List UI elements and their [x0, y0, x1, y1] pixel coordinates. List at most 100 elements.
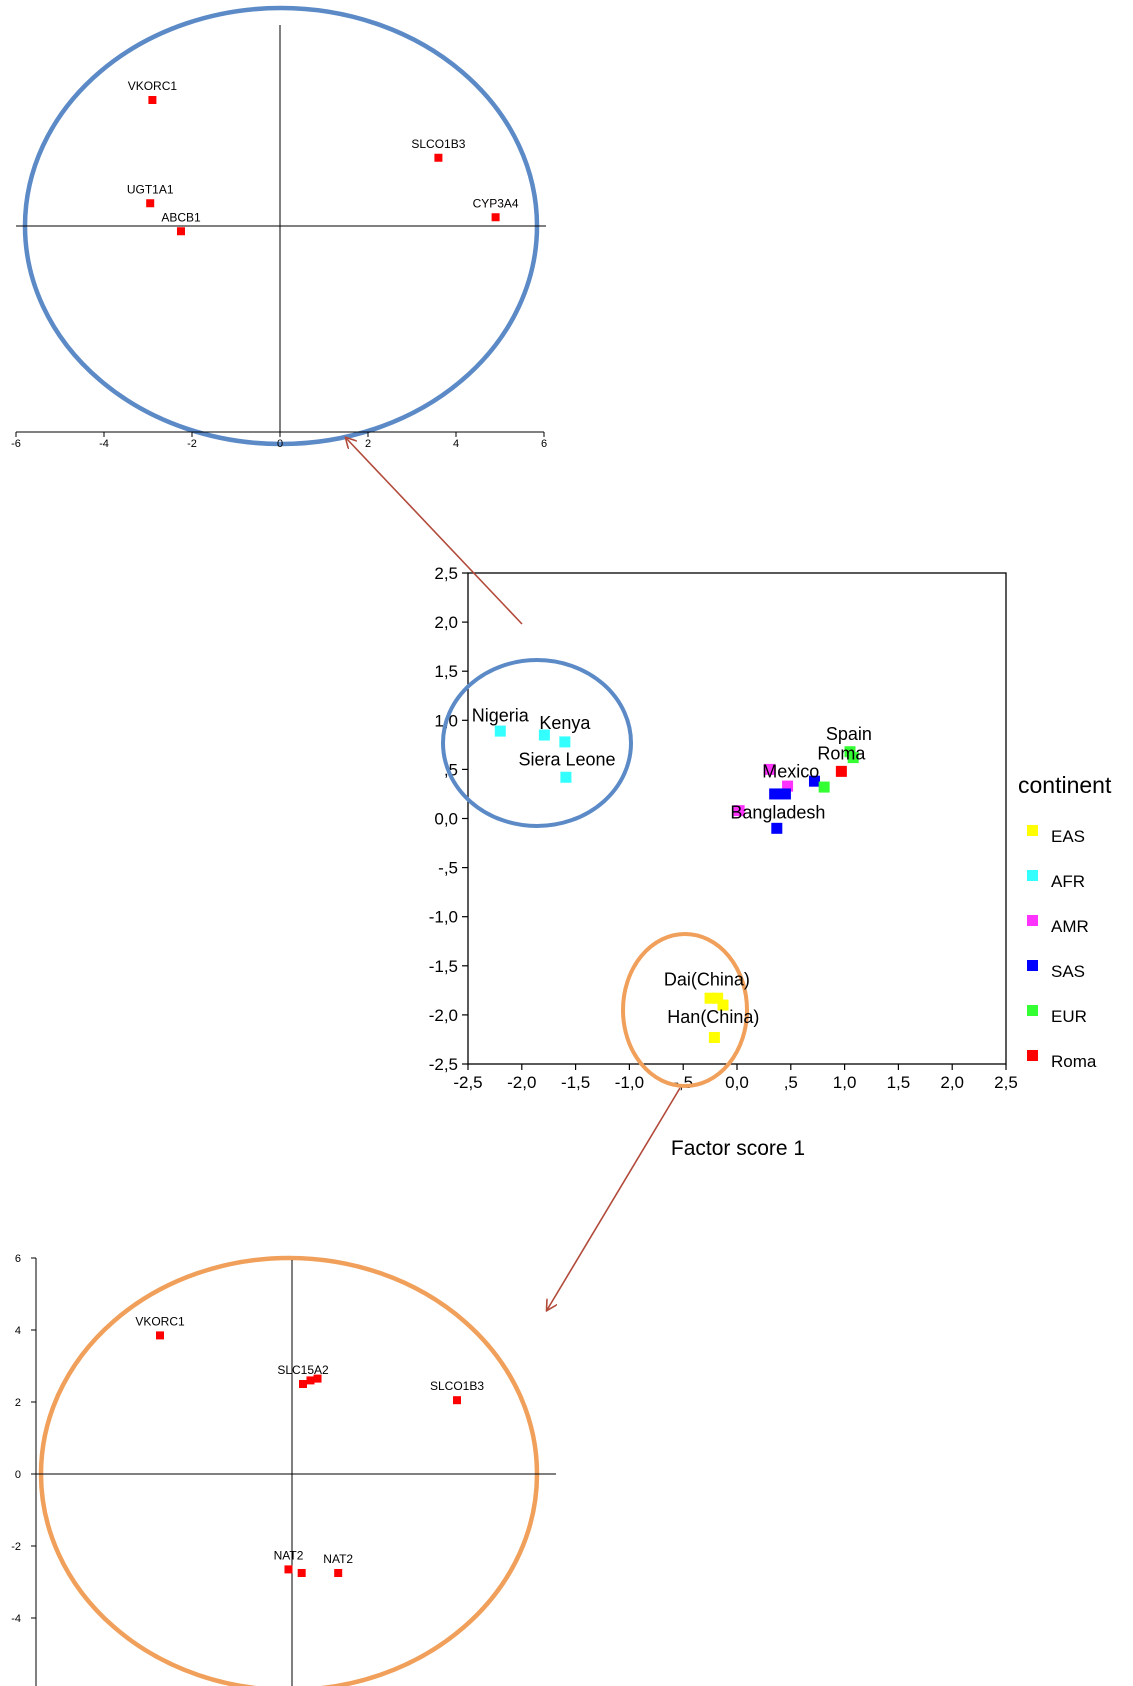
- bottom-y-tick-label: -4: [11, 1613, 21, 1625]
- top-zoom-panel: -6 -4 -2 0 2 4 6 VKORC1 SLCO1B3 UGT1A1 CYP3A4 ABCB1: [11, 5, 547, 450]
- x-tick-label: -1,5: [561, 1073, 590, 1092]
- legend-swatch-roma: [1027, 1050, 1038, 1061]
- bottom-zoom-circle: [38, 1255, 540, 1686]
- top-x-tick-label: -6: [11, 438, 21, 450]
- y-tick-label: -1,0: [429, 908, 458, 927]
- y-tick-label: -2,0: [429, 1006, 458, 1025]
- bottom-y-tick-label: 4: [15, 1325, 21, 1337]
- legend-swatch-sas: [1027, 960, 1038, 971]
- bottom-gene-label: SLC15A2: [277, 1363, 329, 1377]
- bottom-y-tick-label: 0: [15, 1469, 21, 1481]
- legend-swatch-eur: [1027, 1005, 1038, 1016]
- point-eur: [818, 781, 830, 793]
- point-amr: [782, 780, 794, 792]
- point-afr: [560, 771, 572, 783]
- top-gene-point: [146, 199, 155, 208]
- bottom-gene-point: [306, 1376, 315, 1385]
- top-x-tick-label: 6: [541, 438, 547, 450]
- bottom-gene-point: [299, 1380, 307, 1388]
- point-annotation: Han(China): [667, 1007, 759, 1027]
- point-eas: [704, 992, 716, 1004]
- legend-label-roma: Roma: [1051, 1052, 1097, 1071]
- x-tick-label: 0,0: [725, 1073, 749, 1092]
- bottom-gene-point: [313, 1374, 322, 1383]
- point-annotation: Dai(China): [664, 970, 750, 990]
- top-gene-point: [148, 96, 157, 104]
- bottom-gene-label: VKORC1: [135, 1314, 185, 1328]
- legend-label-afr: AFR: [1051, 872, 1085, 891]
- y-tick-label: -,5: [438, 859, 458, 878]
- legend-swatch-eas: [1027, 825, 1038, 836]
- point-afr: [538, 729, 550, 741]
- main-scatter-panel: 2,5 2,0 1,5 1,0 ,5 0,0 -,5 -1,0 -1,5 -2,0 -2,5-2,5…: [429, 564, 1112, 1160]
- point-sas: [771, 822, 783, 834]
- legend-label-eur: EUR: [1051, 1007, 1087, 1026]
- bottom-gene-point: [453, 1396, 461, 1405]
- top-gene-point: [434, 153, 443, 162]
- zoom-arrow-top: [346, 438, 523, 625]
- point-amr: [733, 805, 745, 817]
- legend-label-amr: AMR: [1051, 917, 1089, 936]
- top-gene-label: VKORC1: [128, 79, 178, 93]
- x-tick-label: -2,5: [453, 1073, 482, 1092]
- x-tick-label: -,5: [673, 1073, 693, 1092]
- legend-title: continent: [1018, 772, 1112, 798]
- point-eur: [847, 752, 859, 764]
- bottom-y-tick-label: -2: [11, 1541, 21, 1553]
- eas-highlight-circle: [621, 932, 749, 1088]
- top-gene-point: [491, 213, 500, 222]
- legend-swatch-amr: [1027, 915, 1038, 926]
- legend-label-eas: EAS: [1051, 827, 1085, 846]
- top-gene-point: [177, 227, 185, 236]
- top-x-tick-label: -2: [187, 438, 197, 450]
- top-gene-label: SLCO1B3: [411, 137, 465, 151]
- bottom-y-tick-label: 6: [15, 1253, 21, 1265]
- top-x-tick-label: 4: [453, 438, 459, 450]
- y-tick-label: 2,0: [434, 613, 458, 632]
- y-tick-label: -2,5: [429, 1055, 458, 1074]
- bottom-gene-point: [156, 1331, 164, 1340]
- top-x-tick-label: 0: [277, 438, 283, 450]
- point-eur: [844, 746, 856, 758]
- top-gene-label: UGT1A1: [127, 182, 174, 196]
- bottom-gene-point: [284, 1565, 293, 1574]
- y-tick-label: 2,5: [434, 564, 458, 583]
- bottom-gene-label: NAT2: [323, 1552, 353, 1566]
- legend-label-sas: SAS: [1051, 962, 1085, 981]
- point-annotation: Kenya: [539, 713, 591, 733]
- point-annotation: Spain: [826, 724, 872, 744]
- bottom-y-tick-label: 2: [15, 1397, 21, 1409]
- point-eas: [708, 1031, 720, 1043]
- x-tick-label: 1,5: [887, 1073, 911, 1092]
- point-annotation: Bangladesh: [730, 803, 825, 823]
- x-tick-label: 2,0: [940, 1073, 964, 1092]
- legend-swatch-afr: [1027, 870, 1038, 881]
- bottom-gene-label: SLCO1B3: [430, 1379, 484, 1393]
- point-amr: [763, 763, 775, 775]
- point-annotation: Siera Leone: [518, 750, 615, 770]
- point-afr: [494, 725, 506, 737]
- point-sas: [808, 775, 820, 787]
- y-tick-label: 1,5: [434, 662, 458, 681]
- bottom-gene-label: NAT2: [274, 1548, 304, 1562]
- point-annotation: Nigeria: [472, 705, 530, 725]
- x-axis-label: Factor score 1: [671, 1137, 805, 1160]
- y-tick-label: 0,0: [434, 810, 458, 829]
- point-roma: [835, 765, 847, 777]
- top-gene-label: CYP3A4: [473, 196, 519, 210]
- point-annotation: Mexico: [762, 761, 819, 781]
- afr-highlight-circle: [441, 658, 633, 828]
- top-x-tick-label: 2: [365, 438, 371, 450]
- top-gene-label: ABCB1: [161, 210, 201, 224]
- top-x-tick-label: -4: [99, 438, 109, 450]
- point-sas: [769, 788, 781, 800]
- point-annotation: Roma: [817, 744, 866, 764]
- x-tick-label: -2,0: [507, 1073, 536, 1092]
- point-sas: [779, 788, 791, 800]
- bottom-gene-point: [334, 1569, 343, 1577]
- point-eas: [717, 999, 729, 1011]
- x-tick-label: ,5: [784, 1073, 798, 1092]
- point-afr: [559, 736, 571, 748]
